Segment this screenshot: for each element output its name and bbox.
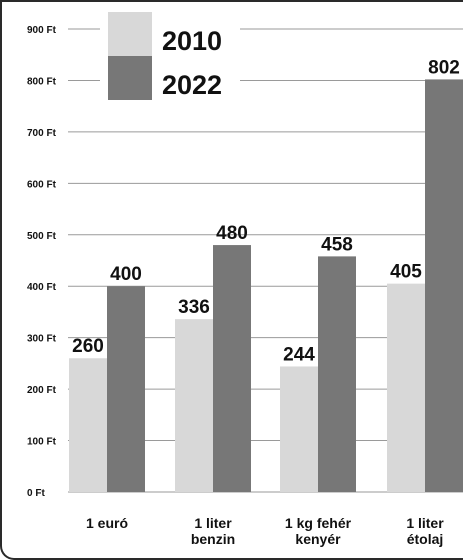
legend-label: 2010	[162, 26, 222, 56]
y-tick-label: 600 Ft	[27, 179, 57, 190]
bar	[425, 79, 463, 492]
bar	[280, 366, 318, 492]
legend-label: 2022	[162, 70, 222, 100]
x-tick-label: 1 kg fehér	[285, 515, 352, 531]
legend-swatch	[108, 56, 152, 100]
bar	[387, 284, 425, 492]
bar	[69, 358, 107, 492]
data-label: 405	[390, 262, 422, 283]
data-label: 458	[321, 234, 353, 255]
x-tick-label: 1 liter	[406, 515, 444, 531]
y-tick-label: 500 Ft	[27, 231, 57, 242]
bar	[175, 319, 213, 492]
y-tick-label: 900 Ft	[27, 25, 57, 36]
data-label: 244	[283, 344, 315, 365]
bar	[318, 256, 356, 492]
data-label: 802	[428, 57, 460, 78]
x-tick-label: étolaj	[407, 531, 444, 547]
x-tick-label: 1 euró	[86, 515, 128, 531]
x-tick-label: 1 liter	[194, 515, 232, 531]
data-label: 260	[72, 336, 104, 357]
y-tick-label: 0 Ft	[27, 488, 45, 499]
y-tick-label: 800 Ft	[27, 76, 57, 87]
y-tick-label: 200 Ft	[27, 385, 57, 396]
y-tick-label: 100 Ft	[27, 437, 57, 448]
data-label: 480	[216, 223, 248, 244]
data-label: 400	[110, 264, 142, 285]
legend-swatch	[108, 12, 152, 56]
y-tick-label: 400 Ft	[27, 282, 57, 293]
data-label: 336	[178, 297, 210, 318]
x-tick-label: kenyér	[295, 531, 341, 547]
bar	[213, 245, 251, 492]
bar	[107, 286, 145, 492]
x-tick-label: benzin	[191, 531, 235, 547]
y-tick-label: 300 Ft	[27, 334, 57, 345]
y-tick-label: 700 Ft	[27, 128, 57, 139]
